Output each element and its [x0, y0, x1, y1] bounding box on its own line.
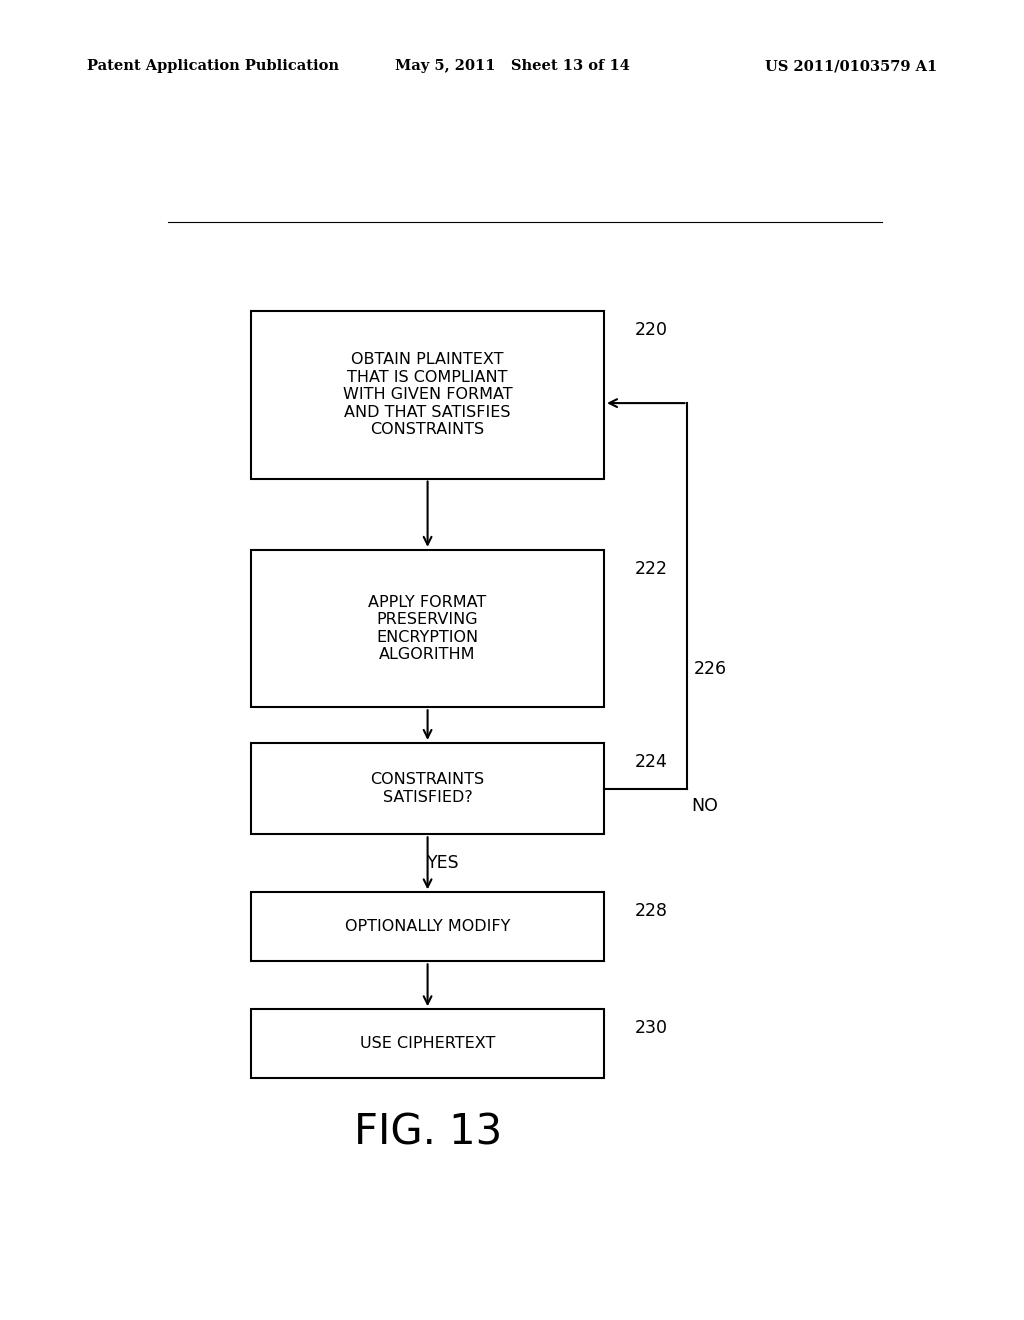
FancyBboxPatch shape: [251, 892, 604, 961]
Text: APPLY FORMAT
PRESERVING
ENCRYPTION
ALGORITHM: APPLY FORMAT PRESERVING ENCRYPTION ALGOR…: [369, 595, 486, 663]
FancyBboxPatch shape: [251, 743, 604, 834]
FancyBboxPatch shape: [251, 549, 604, 708]
Text: Patent Application Publication: Patent Application Publication: [87, 59, 339, 74]
Text: OPTIONALLY MODIFY: OPTIONALLY MODIFY: [345, 919, 510, 935]
Text: 222: 222: [634, 560, 668, 578]
Text: 228: 228: [634, 903, 668, 920]
FancyBboxPatch shape: [251, 312, 604, 479]
Text: NO: NO: [691, 797, 718, 814]
Text: YES: YES: [427, 854, 460, 873]
Text: May 5, 2011   Sheet 13 of 14: May 5, 2011 Sheet 13 of 14: [394, 59, 630, 74]
Text: USE CIPHERTEXT: USE CIPHERTEXT: [359, 1036, 496, 1051]
Text: OBTAIN PLAINTEXT
THAT IS COMPLIANT
WITH GIVEN FORMAT
AND THAT SATISFIES
CONSTRAI: OBTAIN PLAINTEXT THAT IS COMPLIANT WITH …: [343, 352, 512, 437]
Text: CONSTRAINTS
SATISFIED?: CONSTRAINTS SATISFIED?: [371, 772, 484, 805]
Text: 226: 226: [694, 660, 727, 678]
Text: 230: 230: [634, 1019, 668, 1038]
Text: US 2011/0103579 A1: US 2011/0103579 A1: [765, 59, 937, 74]
FancyBboxPatch shape: [251, 1008, 604, 1078]
Text: 220: 220: [634, 321, 668, 339]
Text: FIG. 13: FIG. 13: [354, 1111, 502, 1154]
Text: 224: 224: [634, 752, 668, 771]
